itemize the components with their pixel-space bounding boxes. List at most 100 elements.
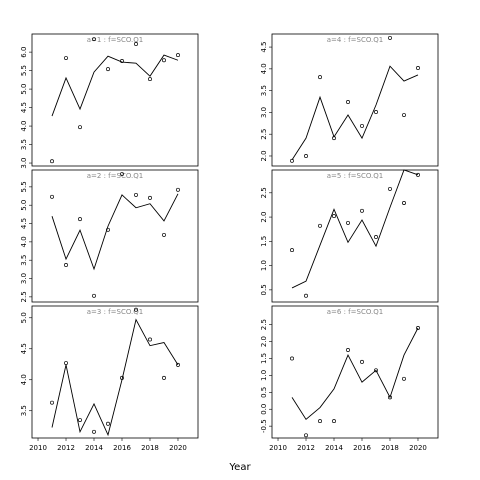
observed-point: [64, 56, 68, 60]
observed-point: [106, 67, 110, 72]
observed-point: [92, 429, 96, 434]
observed-point: [346, 100, 350, 104]
observed-point: [148, 337, 152, 342]
y-tick-label: 4.5: [20, 218, 28, 229]
observed-point: [106, 421, 110, 426]
y-tick-label: 0.0: [260, 404, 268, 415]
x-tick-label: 2020: [169, 444, 187, 452]
y-tick-label: 0.5: [260, 284, 268, 295]
strip-label: a=6 : f=SCO.Q1: [327, 308, 384, 316]
x-tick-label: 2012: [297, 444, 315, 452]
y-tick-label: 3.5: [20, 255, 28, 266]
panel-frame: [31, 305, 199, 439]
observed-point: [318, 223, 322, 228]
observed-point: [176, 187, 180, 192]
y-tick-label: 2.5: [20, 291, 28, 302]
observed-point: [162, 375, 166, 380]
x-tick-label: 2014: [325, 444, 343, 452]
panel-frame: [271, 33, 439, 167]
strip-label: a=2 : f=SCO.Q1: [87, 172, 144, 180]
strip-label: a=4 : f=SCO.Q1: [327, 36, 384, 44]
y-tick-label: 2.0: [260, 336, 268, 347]
observed-point: [416, 172, 420, 177]
observed-point: [304, 293, 308, 298]
y-tick-label: 1.0: [260, 260, 268, 271]
y-tick-label: -0.5: [260, 419, 268, 433]
observed-point: [332, 214, 336, 219]
observed-point: [64, 263, 68, 267]
x-axis-label: Year: [228, 462, 251, 473]
y-tick-label: 2.5: [260, 319, 268, 330]
observed-point: [318, 75, 322, 80]
strip-label: a=5 : f=SCO.Q1: [327, 172, 384, 180]
y-tick-label: 4.5: [20, 343, 28, 354]
y-tick-label: 4.0: [20, 236, 28, 247]
observed-point: [148, 77, 152, 82]
y-tick-label: 1.5: [260, 236, 268, 247]
observed-point: [176, 53, 180, 58]
x-tick-label: 2016: [353, 444, 371, 452]
y-tick-label: 0.5: [260, 387, 268, 398]
y-tick-label: 5.5: [20, 65, 28, 76]
observed-point: [416, 326, 420, 330]
x-tick-label: 2016: [113, 444, 131, 452]
observed-point: [134, 307, 138, 312]
x-tick-label: 2010: [29, 444, 47, 452]
fitted-line: [51, 193, 179, 271]
strip-label: a=1 : f=SCO.Q1: [87, 36, 144, 44]
observed-point: [332, 419, 336, 424]
y-tick-label: 3.0: [20, 273, 28, 284]
y-tick-label: 2.0: [260, 212, 268, 223]
observed-point: [92, 293, 96, 298]
observed-point: [78, 418, 82, 422]
fitted-line: [51, 318, 179, 437]
y-tick-label: 3.5: [20, 405, 28, 416]
observed-point: [304, 433, 308, 438]
y-tick-label: 2.0: [260, 150, 268, 161]
observed-point: [374, 110, 378, 114]
observed-point: [290, 356, 294, 361]
observed-point: [92, 37, 96, 42]
y-tick-label: 6.0: [20, 47, 28, 58]
observed-point: [148, 195, 152, 200]
y-tick-label: 4.0: [20, 374, 28, 385]
panel-frame: [271, 305, 439, 439]
fitted-line: [291, 327, 419, 421]
observed-point: [304, 154, 308, 158]
fitted-line: [291, 65, 419, 161]
panel-frame: [271, 169, 439, 303]
observed-point: [120, 172, 124, 176]
observed-point: [78, 217, 82, 222]
y-tick-label: 5.0: [20, 84, 28, 95]
observed-point: [360, 359, 364, 364]
observed-point: [388, 395, 392, 400]
y-tick-label: 5.0: [20, 312, 28, 323]
x-tick-label: 2018: [141, 444, 159, 452]
x-tick-label: 2018: [381, 444, 399, 452]
y-tick-label: 4.5: [20, 102, 28, 113]
y-tick-label: 4.5: [260, 41, 268, 52]
observed-point: [318, 419, 322, 424]
observed-point: [134, 192, 138, 197]
observed-point: [346, 220, 350, 225]
y-tick-label: 3.5: [260, 85, 268, 96]
observed-point: [134, 42, 138, 46]
x-tick-label: 2020: [409, 444, 427, 452]
y-tick-label: 4.0: [20, 120, 28, 131]
observed-point: [162, 232, 166, 237]
y-tick-label: 3.0: [260, 107, 268, 118]
observed-point: [78, 125, 82, 130]
fitted-line: [291, 169, 419, 289]
observed-point: [50, 400, 54, 405]
panel-frame: [31, 169, 199, 303]
y-tick-label: 3.0: [20, 157, 28, 168]
observed-point: [162, 58, 166, 63]
observed-point: [50, 159, 54, 164]
x-tick-label: 2014: [85, 444, 103, 452]
x-tick-label: 2012: [57, 444, 75, 452]
y-tick-label: 4.0: [260, 63, 268, 74]
observed-point: [360, 123, 364, 128]
observed-point: [388, 35, 392, 40]
observed-point: [388, 186, 392, 191]
observed-point: [374, 368, 378, 373]
